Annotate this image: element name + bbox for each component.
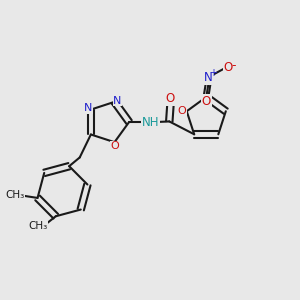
Text: CH₃: CH₃: [5, 190, 24, 200]
Text: CH₃: CH₃: [28, 221, 47, 231]
Text: -: -: [231, 59, 236, 72]
Text: O: O: [202, 94, 211, 108]
Text: O: O: [166, 92, 175, 105]
Text: N: N: [113, 96, 122, 106]
Text: O: O: [178, 106, 186, 116]
Text: N: N: [84, 103, 92, 113]
Text: +: +: [209, 68, 217, 78]
Text: O: O: [223, 61, 232, 74]
Text: NH: NH: [142, 116, 159, 128]
Text: O: O: [111, 141, 119, 151]
Text: N: N: [204, 71, 213, 84]
